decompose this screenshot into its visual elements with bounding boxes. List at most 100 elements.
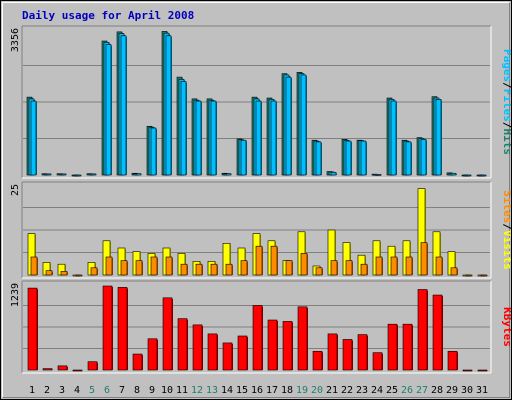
x-tick-label-day-6: 6 [104, 385, 110, 396]
bar-kbytes-day-21 [327, 333, 338, 371]
bar-sites-day-24 [375, 256, 383, 276]
bar-sites-day-11 [180, 263, 188, 276]
x-tick-label-day-16: 16 [251, 385, 263, 396]
side-label-visits: Visits [501, 230, 511, 270]
bar-kbytes-day-19 [297, 306, 308, 371]
bar-kbytes-day-30 [462, 369, 473, 372]
chart-title: Daily usage for April 2008 [22, 9, 195, 22]
bar-kbytes-day-15 [237, 335, 248, 371]
x-tick-label-day-31: 31 [476, 385, 488, 396]
bar-kbytes-day-26 [402, 323, 413, 371]
bar-sites-day-28 [435, 256, 443, 276]
side-label-separator: / [501, 82, 511, 89]
bar-pages-day-14 [225, 173, 232, 176]
bar-sites-day-10 [165, 256, 173, 276]
y-max-label-pages-files-hits: 3356 [10, 28, 21, 52]
bar-pages-day-2 [45, 173, 52, 176]
bar-pages-day-10 [165, 35, 172, 176]
bar-sites-day-9 [150, 256, 158, 276]
bar-pages-day-1 [30, 100, 37, 176]
bar-sites-day-2 [45, 270, 53, 276]
bar-pages-day-17 [270, 100, 277, 176]
bar-kbytes-day-3 [57, 365, 68, 371]
bar-sites-day-29 [450, 267, 458, 276]
bar-sites-day-7 [120, 260, 128, 276]
bar-sites-day-31 [480, 274, 488, 277]
bar-pages-day-21 [330, 172, 337, 176]
bar-kbytes-day-25 [387, 323, 398, 371]
side-label-sites: Sites [501, 190, 511, 223]
x-tick-label-day-21: 21 [326, 385, 338, 396]
x-tick-label-day-14: 14 [221, 385, 233, 396]
x-tick-label-day-28: 28 [431, 385, 443, 396]
x-tick-label-day-26: 26 [401, 385, 413, 396]
x-tick-label-day-15: 15 [236, 385, 248, 396]
bar-pages-day-24 [375, 174, 382, 176]
bar-kbytes-day-2 [42, 368, 53, 371]
bar-pages-day-31 [480, 174, 487, 177]
bar-kbytes-day-1 [27, 287, 38, 371]
bar-pages-day-25 [390, 100, 397, 176]
bar-pages-day-9 [150, 127, 157, 176]
bar-kbytes-day-17 [267, 319, 278, 371]
side-label-visits-sites: Sites/Visits [501, 190, 511, 270]
bar-kbytes-day-29 [447, 350, 458, 371]
x-tick-label-day-5: 5 [89, 385, 95, 396]
bar-sites-day-21 [330, 260, 338, 276]
bar-kbytes-day-22 [342, 339, 353, 371]
bar-sites-day-27 [420, 242, 428, 276]
bar-pages-day-15 [240, 139, 247, 176]
x-tick-label-day-2: 2 [44, 385, 50, 396]
bar-sites-day-3 [60, 271, 68, 276]
bar-sites-day-25 [390, 256, 398, 276]
x-tick-label-day-20: 20 [311, 385, 323, 396]
bar-sites-day-5 [90, 267, 98, 276]
x-tick-label-day-17: 17 [266, 385, 278, 396]
bar-pages-day-22 [345, 140, 352, 176]
bar-sites-day-18 [285, 260, 293, 276]
bar-kbytes-day-8 [132, 353, 143, 371]
bar-sites-day-26 [405, 256, 413, 276]
bar-kbytes-day-13 [207, 333, 218, 371]
x-tick-label-day-24: 24 [371, 385, 383, 396]
bar-kbytes-day-11 [177, 318, 188, 371]
bar-kbytes-day-4 [72, 369, 83, 372]
bar-sites-day-20 [315, 267, 323, 276]
bar-sites-day-8 [135, 260, 143, 276]
side-label-files: Files [501, 89, 511, 122]
bar-pages-day-6 [105, 44, 112, 176]
y-max-label-visits-sites: 25 [10, 184, 21, 196]
bar-pages-day-12 [195, 100, 202, 176]
x-tick-label-day-25: 25 [386, 385, 398, 396]
side-label-separator: / [501, 122, 511, 129]
x-tick-label-day-9: 9 [149, 385, 155, 396]
bar-pages-day-29 [450, 172, 457, 176]
y-max-label-kbytes: 1239 [10, 283, 21, 307]
bar-kbytes-day-14 [222, 342, 233, 371]
bar-kbytes-day-12 [192, 324, 203, 371]
bar-kbytes-day-5 [87, 361, 98, 371]
x-tick-label-day-19: 19 [296, 385, 308, 396]
bar-pages-day-30 [465, 174, 472, 177]
x-tick-label-day-3: 3 [59, 385, 65, 396]
bar-pages-day-19 [300, 74, 307, 176]
bar-sites-day-6 [105, 256, 113, 276]
x-tick-label-day-27: 27 [416, 385, 428, 396]
bar-kbytes-day-16 [252, 305, 263, 371]
bar-kbytes-day-10 [162, 297, 173, 371]
x-tick-label-day-4: 4 [74, 385, 80, 396]
bar-pages-day-18 [285, 76, 292, 176]
x-tick-label-day-30: 30 [461, 385, 473, 396]
bar-sites-day-14 [225, 263, 233, 276]
bar-kbytes-day-7 [117, 287, 128, 371]
bar-sites-day-30 [465, 274, 473, 277]
side-label-hits: Hits [501, 129, 511, 156]
side-label-kbytes: KBytes [501, 307, 511, 347]
x-tick-label-day-23: 23 [356, 385, 368, 396]
bar-pages-day-27 [420, 139, 427, 176]
side-label-kbytes: KBytes [501, 307, 511, 347]
bar-kbytes-day-9 [147, 338, 158, 371]
x-tick-label-day-29: 29 [446, 385, 458, 396]
side-label-separator: / [501, 223, 511, 230]
